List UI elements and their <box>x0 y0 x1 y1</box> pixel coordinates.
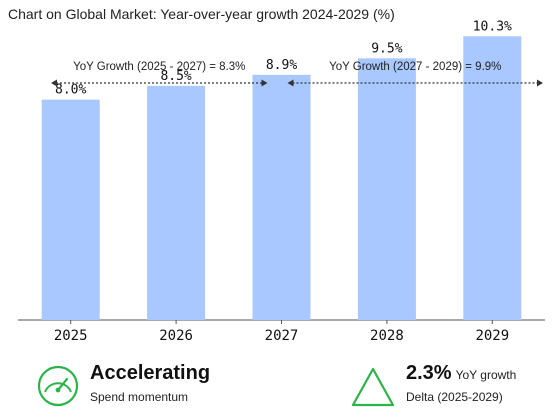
delta-unit: YoY growth <box>455 368 517 382</box>
x-tick-label-2025: 2025 <box>54 328 88 344</box>
momentum-caption: Spend momentum <box>90 390 189 404</box>
delta-card: 2.3% YoY growth Delta (2025-2029) <box>350 362 550 412</box>
range-annotation-2: YoY Growth (2027 - 2029) = 9.9% <box>287 61 543 87</box>
chart-title: Chart on Global Market: Year-over-year g… <box>8 6 395 22</box>
arrowhead-right <box>537 79 543 87</box>
annotation-label: YoY Growth (2027 - 2029) = 9.9% <box>329 61 501 73</box>
triangle-icon <box>351 367 395 407</box>
range-annotation-1: YoY Growth (2025 - 2027) = 8.3% <box>51 61 268 87</box>
speedometer-icon <box>37 365 79 407</box>
data-label-2027: 8.9% <box>266 58 297 73</box>
bar-2028 <box>357 58 416 321</box>
data-label-2029: 10.3% <box>473 19 512 34</box>
momentum-headline: Accelerating <box>90 362 211 384</box>
momentum-card: Accelerating Spend momentum <box>36 362 266 412</box>
arrowhead-left <box>287 79 294 87</box>
arrowhead-left <box>51 79 57 87</box>
data-label-2028: 9.5% <box>371 41 402 56</box>
bar-2025 <box>41 99 100 321</box>
annotation-label: YoY Growth (2025 - 2027) = 8.3% <box>73 61 245 73</box>
delta-value-row: 2.3% YoY growth <box>406 362 516 385</box>
delta-caption: Delta (2025-2029) <box>406 390 503 404</box>
x-tick-label-2027: 2027 <box>265 328 299 344</box>
bar-2029 <box>463 36 522 320</box>
data-label-2026: 8.5% <box>160 69 191 84</box>
bar-2027 <box>252 74 311 320</box>
bar-2026 <box>147 85 206 320</box>
delta-value: 2.3% <box>406 362 452 384</box>
x-tick-label-2029: 2029 <box>475 328 509 344</box>
data-label-2025: 8.0% <box>55 83 86 98</box>
arrowhead-right <box>261 79 268 87</box>
x-tick-label-2026: 2026 <box>159 328 193 344</box>
x-tick-label-2028: 2028 <box>370 328 404 344</box>
